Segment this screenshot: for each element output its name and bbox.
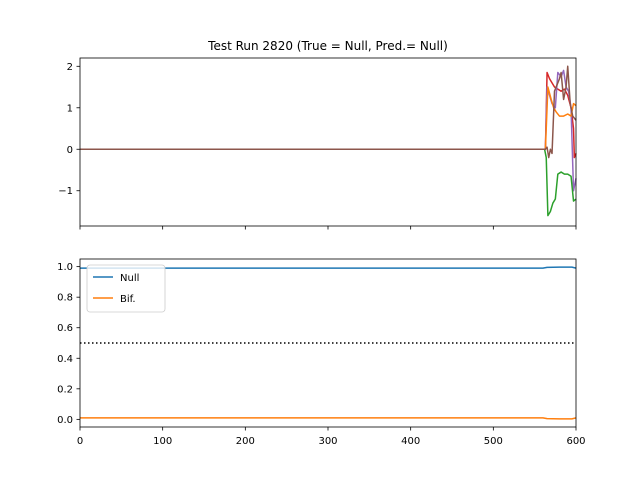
- legend-label-null: Null: [120, 273, 139, 284]
- top-axis-ticks: −1 0 1 2: [58, 62, 577, 230]
- bottom-y-tick-label: 0.8: [57, 293, 73, 304]
- bottom-y-tick-label: 0.4: [57, 354, 73, 365]
- bottom-series-line-0: [80, 266, 577, 269]
- top-panel: Test Run 2820 (True = Null, Pred.= Null)…: [58, 39, 577, 230]
- bottom-y-tick-label: 1.0: [57, 262, 73, 273]
- bottom-x-tick-label: 200: [236, 436, 255, 447]
- top-series-line-4: [80, 65, 577, 159]
- legend: Null Bif.: [86, 264, 166, 313]
- bottom-x-tick-label: 600: [566, 436, 585, 447]
- bottom-x-tick-label: 0: [77, 436, 83, 447]
- bottom-y-tick-label: 0.0: [57, 415, 73, 426]
- bottom-series-line-1: [80, 417, 577, 420]
- top-series-line-3: [80, 86, 577, 151]
- top-y-tick-label: −1: [58, 186, 73, 197]
- top-y-tick-label: 0: [67, 145, 73, 156]
- bottom-x-tick-label: 500: [484, 436, 503, 447]
- top-y-tick-label: 2: [67, 62, 73, 73]
- top-series-line-0: [80, 71, 577, 159]
- bottom-x-tick-label: 100: [153, 436, 172, 447]
- bottom-panel: 0 100 200 300 400 500 600 0.0 0.2 0.4 0.6 0.8 1.0 Nu…: [57, 258, 586, 447]
- chart-title: Test Run 2820 (True = Null, Pred.= Null): [207, 39, 448, 53]
- top-plot-frame: [79, 57, 577, 227]
- bottom-x-tick-label: 400: [401, 436, 420, 447]
- bottom-y-tick-label: 0.6: [57, 323, 73, 334]
- top-series-group: [80, 65, 577, 217]
- bottom-series-group: [80, 266, 577, 420]
- top-series-line-2: [80, 148, 577, 217]
- legend-label-bif: Bif.: [120, 294, 136, 305]
- bottom-x-tick-label: 300: [318, 436, 337, 447]
- bottom-axis-ticks: 0 100 200 300 400 500 600 0.0 0.2 0.4 0.6 0.8 1.0: [57, 262, 585, 447]
- bottom-y-tick-label: 0.2: [57, 384, 73, 395]
- top-y-tick-label: 1: [67, 103, 73, 114]
- bottom-plot-frame: [79, 258, 577, 428]
